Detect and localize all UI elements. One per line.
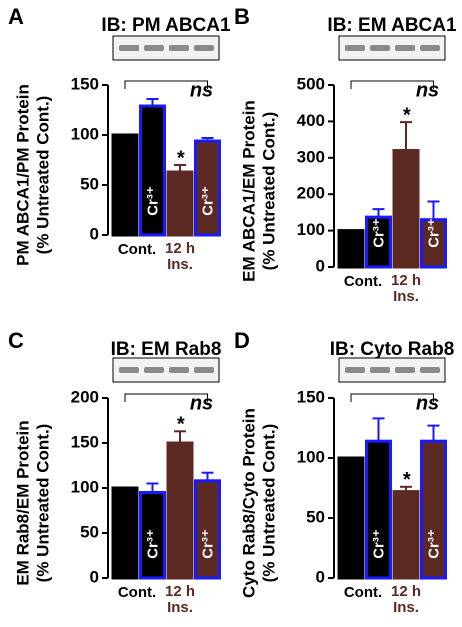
blot-band xyxy=(169,45,189,51)
y-tick-label: 50 xyxy=(80,522,99,541)
significance-mark: * xyxy=(402,469,411,491)
x-tick-label: 12 h Ins. xyxy=(390,273,421,305)
bar xyxy=(337,229,365,269)
y-tick-label: 100 xyxy=(297,447,325,466)
bar xyxy=(166,170,194,237)
y-tick-label: 0 xyxy=(90,567,99,586)
y-axis-label: Cyto Rab8/Cyto Protein xyxy=(239,408,258,598)
blot-band xyxy=(169,367,189,373)
x-tick-label-box: 12 h Ins. xyxy=(164,241,195,273)
y-axis-label: (% Untreated Cont.) xyxy=(259,112,278,271)
bracket-label: ns xyxy=(190,79,213,101)
y-tick-label: 0 xyxy=(316,256,325,275)
bracket xyxy=(350,80,434,89)
bracket xyxy=(124,80,208,89)
x-tick-label-box: 12 h Ins. xyxy=(164,584,195,616)
blot-band xyxy=(119,367,139,373)
x-tick-label: 12 h Ins. xyxy=(164,241,195,273)
bracket xyxy=(124,393,208,402)
bar xyxy=(337,456,365,580)
x-tick-label: Cont. xyxy=(344,273,382,290)
panel-title: IB: EM ABCA1 xyxy=(327,15,457,36)
y-tick-label: 200 xyxy=(71,387,99,406)
y-tick-label: 0 xyxy=(316,567,325,586)
bar xyxy=(111,486,139,580)
x-tick-label: Cont. xyxy=(118,584,156,601)
x-tick-label: 12 h Ins. xyxy=(390,584,421,616)
x-tick-label: Cont. xyxy=(344,584,382,601)
bar xyxy=(365,439,392,580)
bracket xyxy=(350,393,434,402)
bar xyxy=(420,439,447,580)
y-axis-label: (% Untreated Cont.) xyxy=(259,424,278,583)
y-tick-label: 150 xyxy=(71,74,99,93)
bar-label: Cr³⁺ xyxy=(425,218,442,248)
bar xyxy=(392,490,420,580)
y-tick-label: 200 xyxy=(297,184,325,203)
bracket-label: ns xyxy=(190,392,213,414)
x-tick-label-box: 12 h Ins. xyxy=(390,584,421,616)
y-axis-label: EM Rab8/EM Protein xyxy=(13,420,32,585)
y-tick-label: 150 xyxy=(297,387,325,406)
y-tick-label: 100 xyxy=(297,220,325,239)
x-tick-label: 12 h Ins. xyxy=(164,584,195,616)
blot-band xyxy=(395,367,415,373)
blot-band xyxy=(420,367,440,373)
bracket-label: ns xyxy=(416,392,439,414)
panel-letter: B xyxy=(234,4,250,29)
y-axis-label: (% Untreated Cont.) xyxy=(33,96,52,255)
panel-letter: A xyxy=(8,4,24,29)
bar-label: Cr³⁺ xyxy=(370,218,387,248)
bar-label: Cr³⁺ xyxy=(144,529,161,559)
y-tick-label: 50 xyxy=(306,507,325,526)
y-axis-label: PM ABCA1/PM Protein xyxy=(13,84,32,266)
y-tick-label: 50 xyxy=(80,174,99,193)
blot-band xyxy=(144,367,164,373)
y-tick-label: 0 xyxy=(90,224,99,243)
significance-mark: * xyxy=(176,147,185,169)
y-tick-label: 500 xyxy=(297,74,325,93)
y-tick-label: 100 xyxy=(71,124,99,143)
panel-title: IB: EM Rab8 xyxy=(111,339,222,360)
y-tick-label: 300 xyxy=(297,147,325,166)
blot-band xyxy=(370,367,390,373)
blot-band xyxy=(194,367,214,373)
bar xyxy=(420,218,447,269)
bar-label: Cr³⁺ xyxy=(370,529,387,559)
bar-label: Cr³⁺ xyxy=(199,186,216,216)
blot-band xyxy=(395,45,415,51)
panel-title: IB: PM ABCA1 xyxy=(101,15,231,36)
blot-band xyxy=(345,367,365,373)
blot-band xyxy=(144,45,164,51)
y-axis-label: EM ABCA1/EM Protein xyxy=(239,100,258,282)
significance-mark: * xyxy=(402,104,411,126)
significance-mark: * xyxy=(176,414,185,436)
bar xyxy=(111,133,139,237)
panel-title: IB: Cyto Rab8 xyxy=(330,339,455,360)
bar xyxy=(392,149,420,269)
panel-letter: C xyxy=(8,328,24,353)
bar xyxy=(166,441,194,580)
bar xyxy=(139,104,166,237)
y-axis-label: (% Untreated Cont.) xyxy=(33,424,52,583)
blot-band xyxy=(119,45,139,51)
blot-band xyxy=(420,45,440,51)
bar-label: Cr³⁺ xyxy=(425,529,442,559)
y-tick-label: 150 xyxy=(71,432,99,451)
x-tick-label-box: 12 h Ins. xyxy=(390,273,421,305)
y-tick-label: 100 xyxy=(71,477,99,496)
bracket-label: ns xyxy=(416,79,439,101)
bar-label: Cr³⁺ xyxy=(199,529,216,559)
x-tick-label: Cont. xyxy=(118,241,156,258)
panel-letter: D xyxy=(234,328,250,353)
blot-band xyxy=(194,45,214,51)
bar-label: Cr³⁺ xyxy=(144,186,161,216)
y-tick-label: 400 xyxy=(297,111,325,130)
blot-band xyxy=(345,45,365,51)
blot-band xyxy=(370,45,390,51)
bar xyxy=(365,215,392,269)
